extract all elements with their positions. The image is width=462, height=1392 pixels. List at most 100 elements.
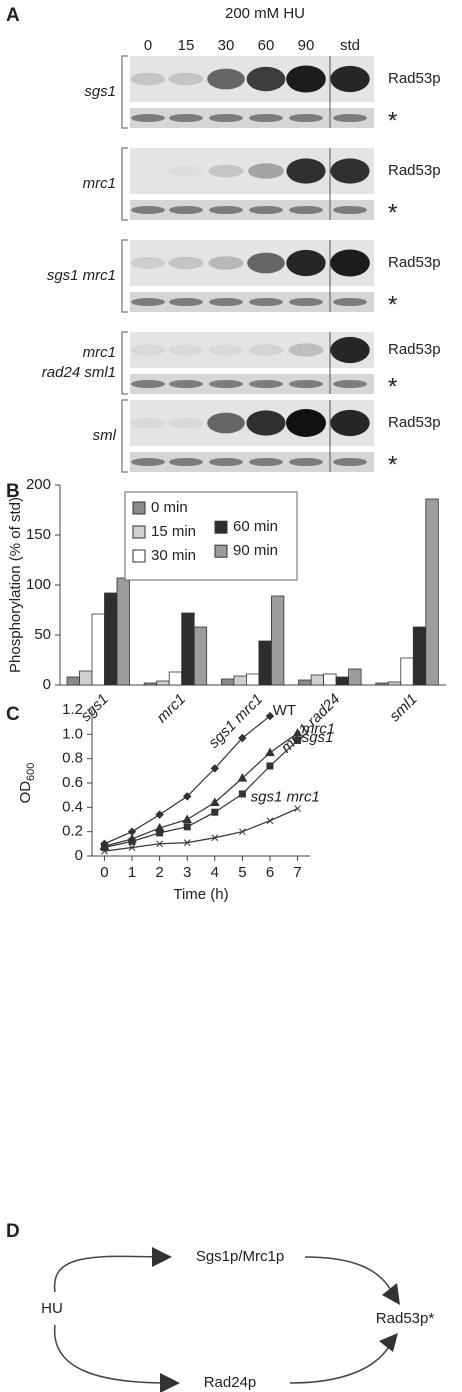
lane-label: 90 [298,37,315,54]
legend-swatch [132,549,146,563]
loading-band [289,458,323,466]
bar [116,577,130,686]
line [104,808,298,852]
strain-label: sgs1 [84,83,116,100]
legend-box [124,491,298,581]
marker [237,773,248,782]
x-tick-label: 3 [183,864,191,881]
y-tick-label: 0 [43,676,51,693]
x-tick-label: sgs1 mrc1 [205,691,266,752]
line [104,732,298,847]
loading-band [289,206,323,214]
marker [294,736,302,744]
panel-label: D [6,1221,20,1242]
loading-band [333,380,367,388]
x-tick-label: 1 [128,864,136,881]
node: HU [41,1300,63,1317]
panel-label: A [6,5,20,26]
lane-label: 0 [144,37,152,54]
band [330,249,370,277]
loading-band [249,380,283,388]
lane-label: 60 [258,37,275,54]
diagram-arrows [53,1255,393,1384]
marker [266,817,274,825]
band [208,344,244,356]
loading-band [249,298,283,306]
strain-label: sgs1 mrc1 [47,267,116,284]
band [330,158,370,184]
bar [348,668,362,686]
band [168,417,204,429]
band-label: Rad53p [388,341,441,358]
band [246,66,286,92]
marker [238,790,246,798]
loading-band [131,380,165,388]
band [208,164,244,178]
legend-swatch [214,544,228,558]
series-label: sgs1 mrc1 [251,789,320,806]
bar [400,657,414,686]
x-tick-label: sml1 [386,691,420,725]
legend-label: 60 min [233,518,278,535]
bar [193,626,208,686]
legend-label: 30 min [151,547,196,564]
loading-band [169,380,203,388]
series-label: mrc1 [302,720,335,737]
marker [128,844,136,851]
x-tick-label: 5 [238,864,246,881]
loading-band [131,114,165,122]
band [330,65,370,93]
strain-label: rad24 sml1 [42,364,116,381]
band [286,409,326,437]
bar [412,626,427,686]
strain-label: sml [93,427,117,444]
band [288,343,324,357]
loading-band [169,458,203,466]
bar [91,613,105,686]
band [286,65,326,93]
lane-label: 15 [178,37,195,54]
loading-band [131,206,165,214]
loading-band [209,206,243,214]
marker [265,747,275,757]
band [168,72,204,86]
marker [265,711,275,721]
loading-band [249,114,283,122]
band [131,166,165,176]
loading-band [333,206,367,214]
bar [168,671,183,686]
loading-band [131,298,165,306]
marker [266,762,274,770]
y-axis-label: Phosphorylation (% of std) [7,497,24,673]
line [104,739,298,849]
lane-label: std [340,37,360,54]
legend-label: 15 min [151,523,196,540]
x-tick-label: 2 [155,864,163,881]
bracket [121,55,128,129]
band [330,409,370,437]
loading-band [131,458,165,466]
band [208,256,244,270]
marker [183,823,191,831]
band [207,68,245,90]
treatment: 200 mM HU [225,5,305,22]
band [246,410,286,436]
loading-band [289,298,323,306]
band [248,163,284,179]
band-label: Rad53p [388,414,441,431]
band [130,257,166,269]
strain-label: mrc1 [83,344,116,361]
band [168,344,204,356]
y-tick-label: 0.8 [62,750,83,767]
band [286,158,326,184]
bar [181,612,195,686]
loading-label: * [388,107,397,134]
marker [209,797,220,806]
band [169,166,203,177]
strain-label: mrc1 [83,175,116,192]
y-tick-label: 100 [26,576,51,593]
marker [156,840,163,848]
bar [310,674,325,686]
loading-band [169,114,203,122]
